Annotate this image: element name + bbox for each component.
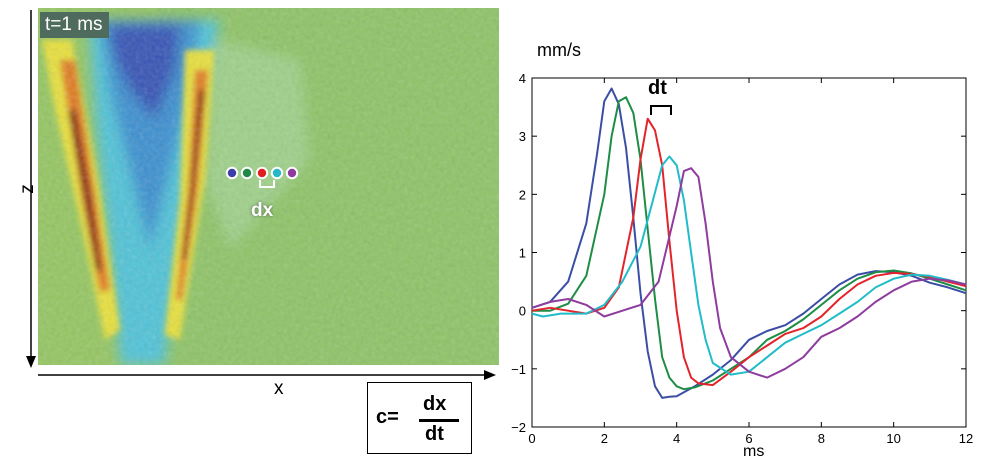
probe-marker bbox=[270, 166, 284, 180]
series-line-4 bbox=[531, 155, 967, 376]
plot-area bbox=[531, 77, 967, 428]
series-line-2 bbox=[532, 96, 967, 391]
formula-denominator: dt bbox=[425, 423, 444, 445]
series-line-5 bbox=[531, 167, 967, 379]
formula-c: c= bbox=[376, 406, 399, 428]
x-tick-label: 8 bbox=[818, 431, 825, 446]
y-tick-label: 3 bbox=[519, 129, 526, 144]
x-tick-label: 2 bbox=[601, 431, 608, 446]
x-tick-label: 0 bbox=[528, 431, 535, 446]
series-line-1 bbox=[531, 87, 967, 399]
x-tick-label: 6 bbox=[745, 431, 752, 446]
dx-bracket bbox=[259, 180, 275, 188]
dt-bracket bbox=[650, 105, 672, 115]
probe-marker bbox=[285, 166, 299, 180]
formula-numerator: dx bbox=[423, 393, 447, 415]
x-tick-label: 10 bbox=[886, 431, 900, 446]
time-badge: t=1 ms bbox=[40, 12, 109, 38]
series-lines bbox=[531, 87, 967, 399]
probe-marker bbox=[225, 166, 239, 180]
x-axis-label: x bbox=[274, 378, 284, 399]
probe-marker bbox=[255, 166, 269, 180]
y-tick-label: −2 bbox=[511, 420, 526, 435]
y-tick-label: 4 bbox=[519, 71, 526, 86]
y-tick-label: 1 bbox=[519, 246, 526, 261]
formula-fraction-bar bbox=[419, 419, 459, 422]
chart-ylabel: mm/s bbox=[537, 40, 581, 60]
elastography-heatmap bbox=[38, 8, 499, 365]
heatmap-axes bbox=[26, 10, 496, 380]
dx-label: dx bbox=[251, 200, 274, 221]
x-tick-label: 12 bbox=[959, 431, 973, 446]
x-tick-label: 4 bbox=[673, 431, 680, 446]
marker-group bbox=[225, 166, 299, 180]
probe-marker bbox=[240, 166, 254, 180]
y-tick-label: −1 bbox=[511, 362, 526, 377]
y-tick-label: 2 bbox=[519, 187, 526, 202]
dt-label: dt bbox=[648, 77, 667, 99]
z-axis-label: z bbox=[16, 184, 38, 194]
chart-xlabel: ms bbox=[743, 443, 765, 460]
y-tick-label: 0 bbox=[519, 304, 526, 319]
formula-box: c= dx dt bbox=[367, 382, 472, 454]
